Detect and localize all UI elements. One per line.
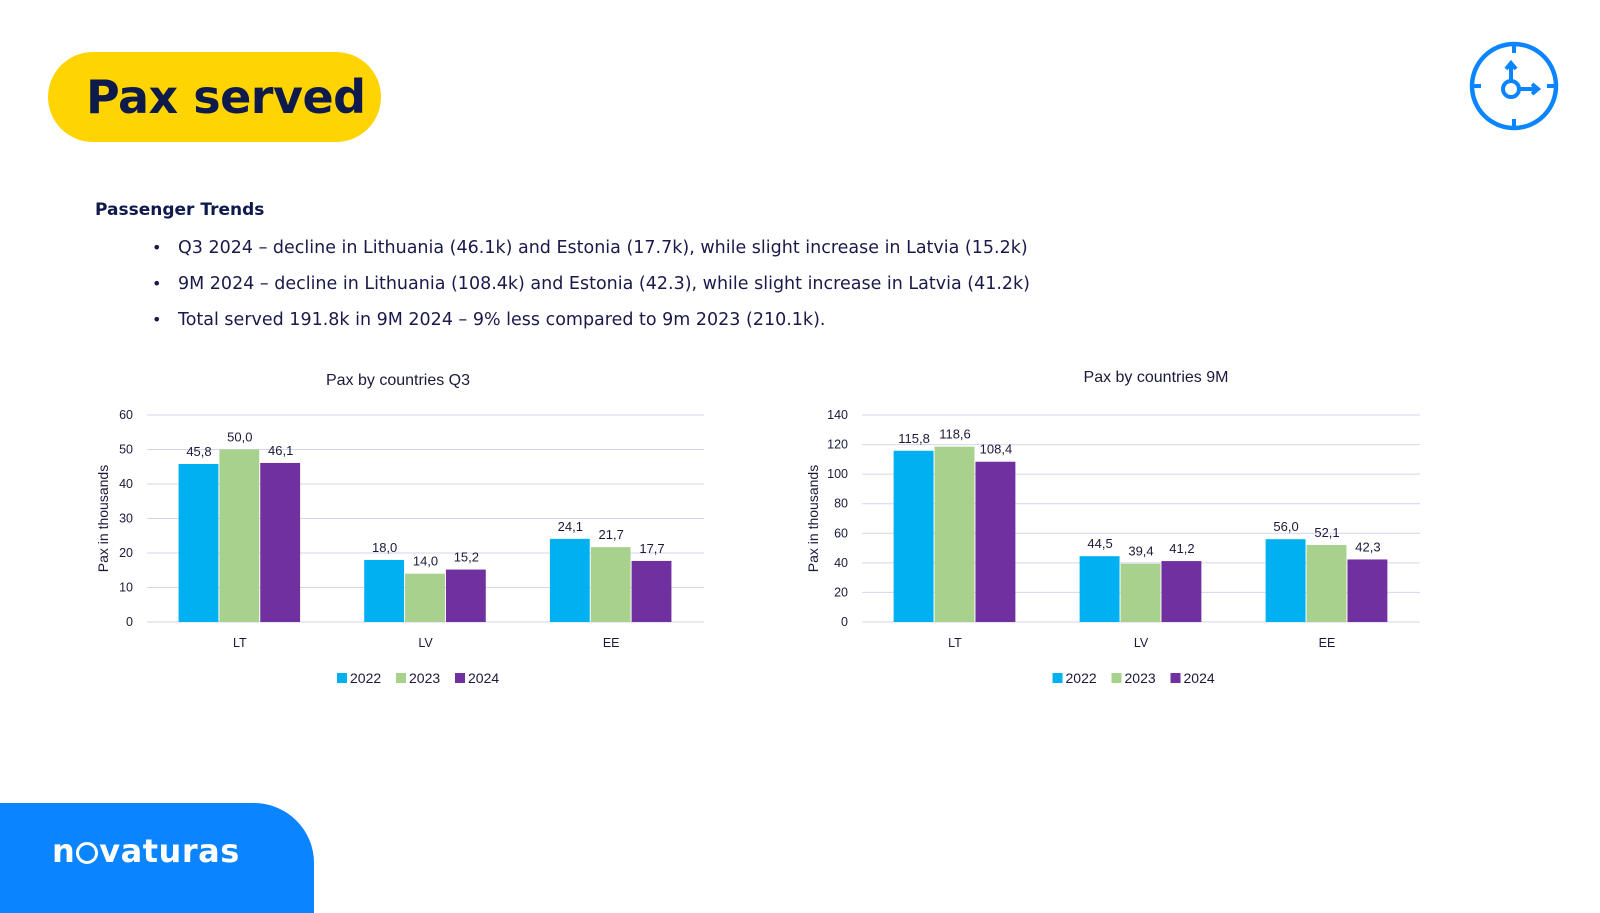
y-tick-label: 40 bbox=[834, 556, 848, 570]
legend-label: 2024 bbox=[468, 670, 499, 686]
bar bbox=[405, 573, 445, 622]
y-tick-label: 0 bbox=[126, 615, 133, 629]
legend-swatch bbox=[455, 673, 465, 683]
data-label: 18,0 bbox=[372, 540, 397, 555]
legend-label: 2024 bbox=[1184, 670, 1215, 686]
data-label: 21,7 bbox=[599, 527, 624, 542]
bar bbox=[178, 463, 219, 622]
bar bbox=[975, 461, 1016, 622]
y-axis-label: Pax in thousands bbox=[805, 465, 821, 572]
x-tick-label: LV bbox=[418, 636, 433, 650]
x-tick-label: LV bbox=[1134, 636, 1149, 650]
data-label: 17,7 bbox=[639, 541, 664, 556]
y-tick-label: 60 bbox=[119, 408, 133, 422]
data-label: 52,1 bbox=[1314, 525, 1339, 540]
data-label: 45,8 bbox=[186, 444, 211, 459]
y-tick-label: 80 bbox=[834, 497, 848, 511]
x-tick-label: EE bbox=[1319, 636, 1336, 650]
y-tick-label: 0 bbox=[841, 615, 848, 629]
y-tick-label: 140 bbox=[827, 408, 848, 422]
bullet-list: Q3 2024 – decline in Lithuania (46.1k) a… bbox=[152, 236, 1030, 344]
legend-swatch bbox=[1052, 673, 1063, 683]
bar bbox=[631, 560, 672, 622]
page-title: Pax served bbox=[86, 70, 366, 124]
bar bbox=[1265, 539, 1306, 622]
x-tick-label: EE bbox=[603, 636, 620, 650]
logo-text-end: vaturas bbox=[99, 832, 240, 870]
bar bbox=[590, 547, 631, 622]
legend-swatch bbox=[1111, 673, 1122, 683]
chart-q3: Pax by countries Q3 0 10 20 30 40 50 60 Pax in t… bbox=[95, 372, 704, 686]
bar bbox=[1079, 556, 1120, 622]
y-tick-label: 40 bbox=[119, 477, 133, 491]
bullet-item: Total served 191.8k in 9M 2024 – 9% less… bbox=[152, 308, 1030, 344]
data-label: 108,4 bbox=[980, 442, 1013, 457]
x-tick-label: LT bbox=[948, 636, 962, 650]
bullet-item: Q3 2024 – decline in Lithuania (46.1k) a… bbox=[152, 236, 1030, 272]
title-pill: Pax served bbox=[48, 52, 381, 142]
bar bbox=[1347, 559, 1388, 622]
bar bbox=[364, 559, 405, 622]
y-tick-label: 20 bbox=[834, 585, 848, 599]
legend-swatch bbox=[396, 673, 406, 683]
legend-label: 2023 bbox=[1125, 670, 1156, 686]
data-label: 44,5 bbox=[1087, 536, 1112, 551]
legend-swatch bbox=[1170, 673, 1181, 683]
chart-9m: Pax by countries 9M 0 20 40 60 80 100 120 140 Pax… bbox=[805, 369, 1420, 686]
y-tick-label: 100 bbox=[827, 467, 848, 481]
data-label: 15,2 bbox=[454, 550, 479, 565]
y-tick-label: 10 bbox=[119, 581, 133, 595]
data-label: 118,6 bbox=[939, 427, 971, 442]
globe-icon bbox=[76, 842, 99, 864]
y-tick-label: 20 bbox=[119, 546, 133, 560]
data-label: 42,3 bbox=[1355, 539, 1380, 554]
footer-band bbox=[0, 803, 314, 913]
bar bbox=[1306, 544, 1347, 622]
section-heading: Passenger Trends bbox=[95, 200, 265, 220]
bullet-item: 9M 2024 – decline in Lithuania (108.4k) … bbox=[152, 272, 1030, 308]
bar bbox=[1161, 561, 1202, 622]
y-tick-label: 60 bbox=[834, 526, 848, 540]
chart-title: Pax by countries 9M bbox=[1084, 369, 1229, 386]
legend-label: 2023 bbox=[409, 670, 440, 686]
data-label: 41,2 bbox=[1169, 541, 1194, 556]
legend-label: 2022 bbox=[350, 670, 381, 686]
brand-logo: n vaturas bbox=[52, 832, 240, 870]
data-label: 115,8 bbox=[898, 431, 930, 446]
bar bbox=[445, 569, 486, 622]
y-tick-label: 30 bbox=[119, 512, 133, 526]
data-label: 39,4 bbox=[1128, 544, 1153, 559]
y-tick-label: 50 bbox=[119, 443, 133, 457]
y-axis-label: Pax in thousands bbox=[95, 465, 111, 572]
data-label: 46,1 bbox=[268, 443, 293, 458]
bar bbox=[260, 462, 301, 622]
bar bbox=[1120, 563, 1161, 622]
bar bbox=[549, 538, 590, 622]
x-tick-label: LT bbox=[233, 636, 247, 650]
data-label: 50,0 bbox=[227, 430, 252, 445]
bar bbox=[893, 450, 934, 622]
bar bbox=[219, 449, 260, 622]
data-label: 14,0 bbox=[413, 554, 438, 569]
y-tick-label: 120 bbox=[827, 438, 848, 452]
chart-title: Pax by countries Q3 bbox=[326, 372, 470, 389]
data-label: 24,1 bbox=[558, 519, 583, 534]
data-label: 56,0 bbox=[1273, 519, 1298, 534]
legend-swatch bbox=[337, 673, 347, 683]
bar bbox=[934, 446, 975, 622]
legend-label: 2022 bbox=[1066, 670, 1097, 686]
logo-text-start: n bbox=[52, 832, 76, 870]
clock-icon bbox=[1469, 41, 1559, 131]
